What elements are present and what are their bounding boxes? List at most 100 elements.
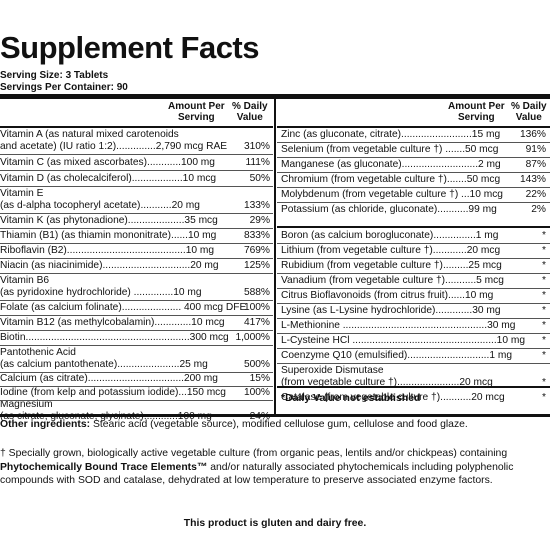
row-separator (277, 288, 550, 289)
daily-value: 22% (525, 189, 546, 200)
row-separator (0, 213, 273, 214)
nutrient-name: and acetate) (IU ratio 1:2).............… (0, 141, 228, 152)
nutrient-name: Riboflavin (B2).........................… (0, 245, 215, 256)
row-separator (277, 363, 550, 364)
nutrient-name: Vanadium (from vegetable culture †).....… (281, 275, 504, 286)
left-dv-header: % Daily Value (232, 101, 268, 123)
nutrient-name: Pantothenic Acid (0, 347, 76, 358)
daily-value: 1,000% (235, 332, 270, 343)
right-dv-header-line2: Value (515, 112, 542, 123)
culture-note-line2: Phytochemically Bound Trace Elements™ an… (0, 461, 550, 475)
left-dv-header-line2: Value (236, 112, 263, 123)
row-separator (277, 273, 550, 274)
nutrient-name: Boron (as calcium borogluconate)........… (281, 230, 499, 241)
right-dv-header-line1: % Daily (511, 101, 547, 112)
row-separator (0, 300, 273, 301)
nutrient-name: (as calcium pantothenate)...............… (0, 359, 208, 370)
nutrient-name: L-Methionine ...........................… (281, 320, 516, 331)
daily-value: 133% (243, 200, 270, 211)
daily-value: 111% (245, 157, 270, 168)
row-separator (0, 386, 273, 387)
nutrient-name: Vitamin K (as phytonadione).............… (0, 215, 218, 226)
gluten-free-statement: This product is gluten and dairy free. (183, 518, 367, 529)
row-separator (0, 186, 273, 187)
row-separator (277, 187, 550, 188)
daily-value: 833% (243, 230, 270, 241)
right-dv-header: % Daily Value (511, 101, 547, 123)
row-separator (277, 202, 550, 203)
daily-value: * (542, 260, 546, 271)
daily-value: 100% (243, 387, 270, 398)
nutrient-name: Lithium (from vegetable culture †)......… (281, 245, 501, 256)
bottom-rule (0, 414, 550, 417)
daily-value: * (542, 290, 546, 301)
nutrient-name: (from vegetable culture †)..............… (281, 377, 493, 388)
nutrient-name: Vitamin C (as mixed ascorbates).........… (0, 157, 215, 168)
right-amount-header-line2: Serving (457, 112, 495, 123)
daily-value: * (542, 392, 546, 403)
right-amount-header: Amount Per Serving (448, 101, 505, 123)
nutrient-name: (as pyridoxine hydrochloride) ..........… (0, 287, 202, 298)
nutrient-name: Potassium (as chloride, gluconate)......… (281, 204, 497, 215)
row-separator (0, 345, 273, 346)
right-section-rule (277, 226, 550, 228)
daily-value: * (542, 320, 546, 331)
daily-value: * (542, 335, 546, 346)
daily-value: 417% (243, 317, 270, 328)
daily-value: 15% (249, 373, 270, 384)
page-title: Supplement Facts (0, 30, 260, 65)
left-header-rule (0, 126, 273, 128)
row-separator (0, 330, 273, 331)
nutrient-name: Niacin (as niacinimide).................… (0, 260, 219, 271)
daily-value: 310% (243, 141, 270, 152)
row-separator (0, 154, 273, 155)
nutrient-name: (as d-alpha tocopheryl acetate).........… (0, 200, 200, 211)
nutrient-name: L-Cysteine HCl .........................… (281, 335, 525, 346)
row-separator (277, 243, 550, 244)
top-rule (0, 94, 550, 99)
other-ingredients-text: Stearic acid (vegetable source), modifie… (90, 419, 468, 430)
right-amount-header-line1: Amount Per (448, 101, 505, 112)
nutrient-name: Superoxide Dismutase (281, 365, 384, 376)
nutrient-name: Iodine (from kelp and potassium iodide).… (0, 387, 226, 398)
daily-value: 143% (519, 174, 546, 185)
daily-value: 100% (243, 302, 270, 313)
row-separator (0, 243, 273, 244)
servings-per-container: Servings Per Container: 90 (0, 82, 128, 93)
culture-note-line1: † Specially grown, biologically active v… (0, 448, 508, 459)
nutrient-name: Selenium (from vegetable culture †) ....… (281, 144, 499, 155)
nutrient-name: Molybdenum (from vegetable culture †) ..… (281, 189, 503, 200)
daily-value: * (542, 245, 546, 256)
nutrient-name: Folate (as calcium folinate)............… (0, 302, 247, 313)
row-separator (277, 348, 550, 349)
row-separator (277, 172, 550, 173)
row-separator (0, 400, 273, 401)
nutrient-name: Coenzyme Q10 (emulsified)...............… (281, 350, 512, 361)
row-separator (0, 315, 273, 316)
row-separator (277, 318, 550, 319)
nutrient-name: Citrus Bioflavonoids (from citrus fruit)… (281, 290, 494, 301)
right-footnote-rule (277, 386, 550, 388)
left-amount-header: Amount Per Serving (168, 101, 225, 123)
row-separator (0, 258, 273, 259)
other-ingredients: Other ingredients: Stearic acid (vegetab… (0, 418, 550, 432)
nutrient-name: Vitamin A (as natural mixed carotenoids (0, 129, 179, 140)
daily-value: * (542, 275, 546, 286)
nutrient-name: Lysine (as L-Lysine hydrochloride)......… (281, 305, 501, 316)
daily-value: 136% (519, 129, 546, 140)
row-separator (0, 170, 273, 171)
row-separator (277, 303, 550, 304)
daily-value: 500% (243, 359, 270, 370)
culture-note: † Specially grown, biologically active v… (0, 447, 550, 488)
nutrient-name: Vitamin E (0, 188, 44, 199)
daily-value: 50% (249, 173, 270, 184)
culture-note-bold: Phytochemically Bound Trace Elements™ (0, 461, 208, 473)
daily-value: 29% (249, 215, 270, 226)
row-separator (277, 258, 550, 259)
daily-value: 87% (525, 159, 546, 170)
culture-note-line2-rest: and/or naturally associated phytochemica… (207, 461, 514, 473)
daily-value: 2% (531, 204, 546, 215)
daily-value: 588% (243, 287, 270, 298)
daily-value: * (542, 305, 546, 316)
other-ingredients-label: Other ingredients: (0, 419, 91, 430)
